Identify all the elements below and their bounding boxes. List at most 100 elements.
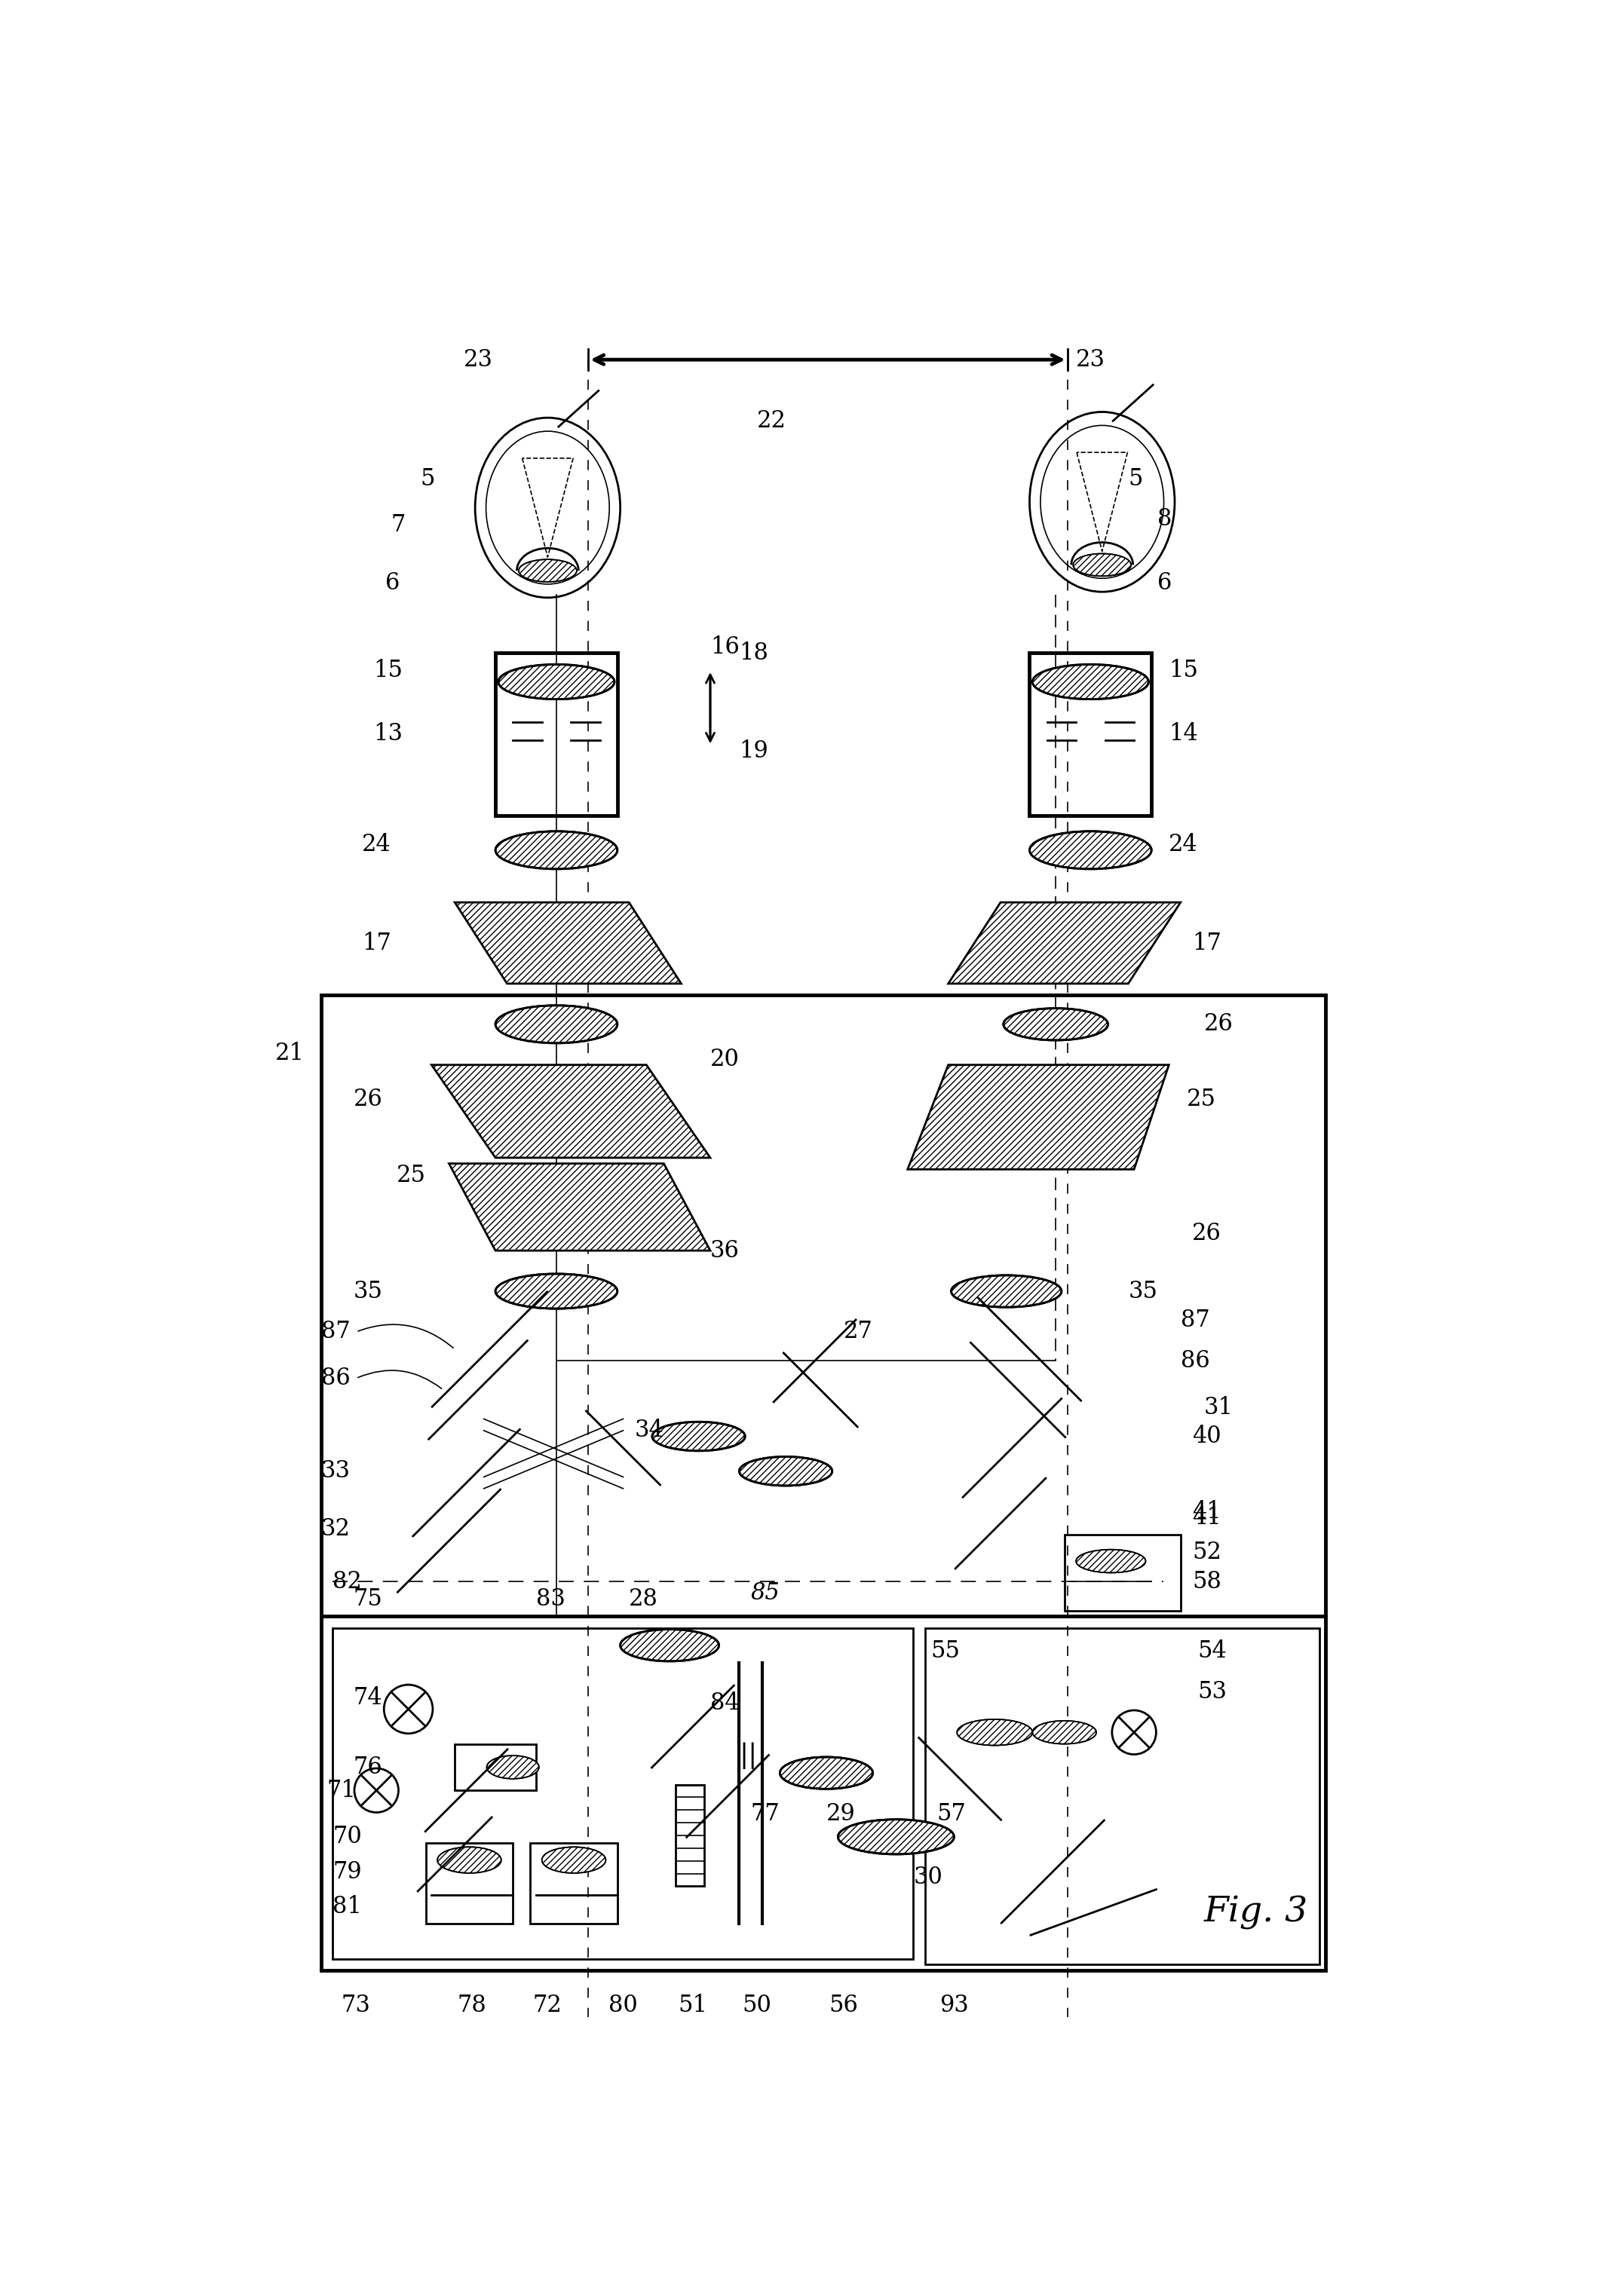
Text: 85: 85 bbox=[751, 1582, 780, 1605]
Text: 27: 27 bbox=[843, 1320, 874, 1343]
Text: 84: 84 bbox=[710, 1692, 740, 1715]
Text: 31: 31 bbox=[1204, 1396, 1232, 1419]
Text: 17: 17 bbox=[362, 932, 391, 955]
Text: 35: 35 bbox=[1128, 1279, 1157, 1302]
Polygon shape bbox=[455, 902, 681, 983]
Text: 29: 29 bbox=[827, 1802, 856, 1825]
Ellipse shape bbox=[496, 1006, 618, 1042]
Ellipse shape bbox=[518, 560, 576, 581]
Polygon shape bbox=[431, 1065, 710, 1157]
Bar bbox=[531, 1844, 618, 1924]
Text: 24: 24 bbox=[362, 833, 391, 856]
Text: 86: 86 bbox=[1181, 1350, 1210, 1373]
Text: 16: 16 bbox=[710, 636, 740, 659]
Text: 78: 78 bbox=[457, 1993, 488, 2016]
Text: 17: 17 bbox=[1192, 932, 1221, 955]
Text: 18: 18 bbox=[739, 641, 769, 664]
Ellipse shape bbox=[1033, 664, 1149, 700]
Text: 80: 80 bbox=[608, 1993, 637, 2016]
Polygon shape bbox=[907, 1065, 1168, 1169]
Text: 50: 50 bbox=[742, 1993, 771, 2016]
Text: 33: 33 bbox=[322, 1460, 351, 1483]
Text: 14: 14 bbox=[1168, 723, 1199, 746]
Text: 74: 74 bbox=[354, 1685, 383, 1708]
Bar bbox=[455, 1745, 536, 1791]
Text: 7: 7 bbox=[391, 514, 405, 537]
Text: 8: 8 bbox=[1157, 507, 1171, 530]
Text: 77: 77 bbox=[751, 1802, 780, 1825]
Ellipse shape bbox=[1004, 1008, 1109, 1040]
Ellipse shape bbox=[438, 1846, 502, 1874]
Bar bbox=[426, 1844, 513, 1924]
Text: 81: 81 bbox=[333, 1894, 362, 1917]
Ellipse shape bbox=[1033, 1720, 1096, 1745]
Text: 70: 70 bbox=[333, 1825, 362, 1848]
Text: 23: 23 bbox=[1076, 349, 1105, 372]
Text: 15: 15 bbox=[373, 659, 402, 682]
Text: 25: 25 bbox=[397, 1164, 426, 1187]
Ellipse shape bbox=[542, 1846, 605, 1874]
Text: 20: 20 bbox=[710, 1047, 740, 1070]
Ellipse shape bbox=[488, 1756, 539, 1779]
Text: 26: 26 bbox=[1204, 1013, 1232, 1035]
Ellipse shape bbox=[499, 664, 615, 700]
Ellipse shape bbox=[838, 1818, 954, 1855]
Ellipse shape bbox=[619, 1630, 719, 1662]
Text: 5: 5 bbox=[420, 466, 434, 491]
Text: 41: 41 bbox=[1192, 1506, 1221, 1529]
Text: 26: 26 bbox=[1192, 1221, 1221, 1244]
Text: ||: || bbox=[739, 1743, 758, 1768]
Text: 6: 6 bbox=[385, 572, 399, 595]
Ellipse shape bbox=[957, 1720, 1033, 1745]
Polygon shape bbox=[948, 902, 1181, 983]
Text: 30: 30 bbox=[914, 1867, 943, 1890]
Text: 26: 26 bbox=[354, 1088, 383, 1111]
Text: 93: 93 bbox=[940, 1993, 969, 2016]
Bar bbox=[925, 1628, 1319, 1965]
Text: 22: 22 bbox=[756, 409, 787, 432]
Bar bbox=[322, 994, 1326, 1970]
Text: 58: 58 bbox=[1192, 1570, 1221, 1593]
Ellipse shape bbox=[1073, 553, 1131, 576]
Ellipse shape bbox=[496, 831, 618, 868]
Bar bbox=[676, 1784, 705, 1885]
Text: 24: 24 bbox=[1168, 833, 1199, 856]
Text: 34: 34 bbox=[636, 1419, 665, 1442]
Text: 87: 87 bbox=[1181, 1309, 1210, 1332]
Text: Fig. 3: Fig. 3 bbox=[1204, 1894, 1308, 1929]
Polygon shape bbox=[449, 1164, 710, 1251]
Text: 71: 71 bbox=[327, 1779, 356, 1802]
Text: 87: 87 bbox=[322, 1320, 351, 1343]
Text: 5: 5 bbox=[1128, 466, 1142, 491]
Text: 55: 55 bbox=[932, 1639, 961, 1662]
Ellipse shape bbox=[652, 1421, 745, 1451]
Text: 15: 15 bbox=[1168, 659, 1199, 682]
Text: 32: 32 bbox=[322, 1518, 351, 1541]
Text: 54: 54 bbox=[1199, 1639, 1228, 1662]
Text: 56: 56 bbox=[829, 1993, 859, 2016]
Text: 35: 35 bbox=[354, 1279, 383, 1302]
Text: 83: 83 bbox=[536, 1587, 565, 1609]
Text: 25: 25 bbox=[1186, 1088, 1216, 1111]
Text: 41: 41 bbox=[1192, 1499, 1221, 1525]
Text: 21: 21 bbox=[275, 1042, 304, 1065]
Ellipse shape bbox=[739, 1456, 832, 1486]
Text: 86: 86 bbox=[322, 1366, 351, 1389]
Text: 82: 82 bbox=[333, 1570, 362, 1593]
Text: 28: 28 bbox=[629, 1587, 658, 1609]
Text: 75: 75 bbox=[354, 1587, 383, 1609]
Text: 40: 40 bbox=[1192, 1424, 1221, 1449]
Text: 73: 73 bbox=[341, 1993, 370, 2016]
Text: 76: 76 bbox=[354, 1756, 383, 1779]
Text: 13: 13 bbox=[373, 723, 402, 746]
Text: 6: 6 bbox=[1157, 572, 1171, 595]
Text: 53: 53 bbox=[1199, 1681, 1228, 1704]
Ellipse shape bbox=[496, 1274, 618, 1309]
Ellipse shape bbox=[1076, 1550, 1146, 1573]
Text: 51: 51 bbox=[677, 1993, 708, 2016]
Ellipse shape bbox=[780, 1756, 872, 1789]
Bar bbox=[496, 652, 618, 815]
Text: 52: 52 bbox=[1192, 1541, 1221, 1564]
Text: 19: 19 bbox=[739, 739, 769, 762]
Text: 57: 57 bbox=[936, 1802, 965, 1825]
